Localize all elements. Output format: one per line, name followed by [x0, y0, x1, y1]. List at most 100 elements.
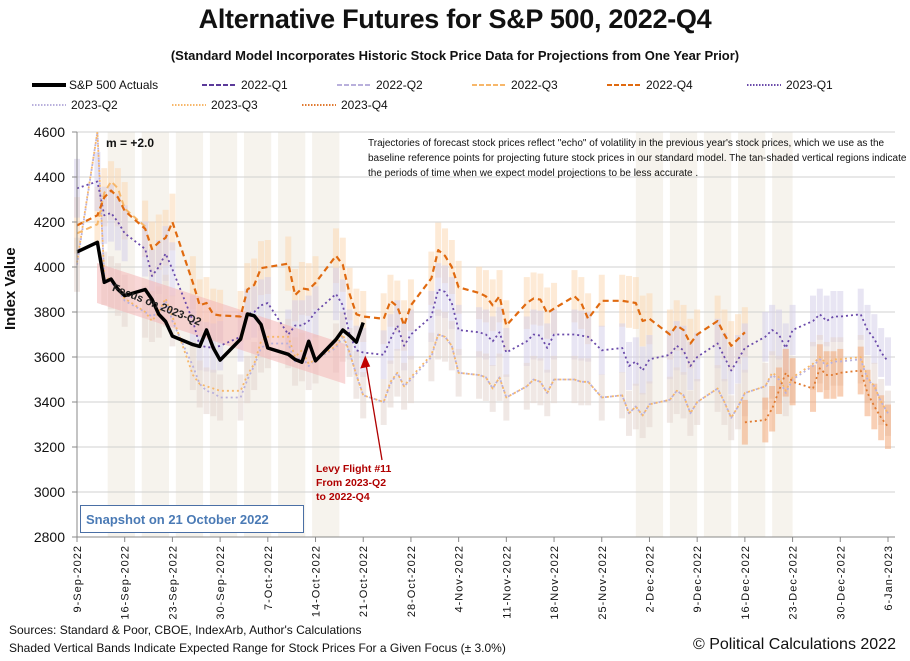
- range-bar: [578, 277, 585, 329]
- legend-label: 2022-Q1: [241, 78, 288, 92]
- range-bar: [142, 221, 149, 277]
- range-bar: [292, 268, 299, 322]
- legend-item: 2022-Q4: [605, 77, 693, 93]
- range-bar: [871, 314, 878, 364]
- legend-item: 2023-Q3: [170, 97, 258, 113]
- range-bar: [387, 274, 394, 327]
- x-tick-label: 21-Oct-2022: [358, 545, 370, 617]
- range-bar: [360, 290, 367, 343]
- range-bar: [775, 367, 782, 415]
- legend-swatch-icon: [172, 104, 206, 106]
- y-tick-label: 3400: [34, 394, 65, 410]
- legend-swatch-icon: [337, 84, 371, 86]
- range-bar: [339, 279, 346, 332]
- y-tick-label: 3000: [34, 484, 65, 500]
- range-bar: [837, 348, 844, 397]
- chart-title: Alternative Futures for S&P 500, 2022-Q4: [198, 4, 712, 34]
- legend-label: 2022-Q4: [646, 78, 693, 92]
- arrow-shaft: [365, 365, 383, 461]
- y-axis-label: Index Value: [2, 247, 19, 330]
- x-tick-label: 9-Sep-2022: [72, 545, 84, 613]
- range-bar: [578, 310, 585, 361]
- uncertain-band-1: [772, 132, 793, 537]
- range-bar: [666, 330, 673, 380]
- x-tick-label: 7-Oct-2022: [263, 545, 275, 610]
- range-bar: [619, 274, 626, 327]
- range-bar: [244, 355, 251, 404]
- legend-swatch-icon: [32, 83, 66, 87]
- range-bar: [380, 330, 387, 380]
- range-bar: [775, 309, 782, 360]
- range-bar: [503, 328, 510, 377]
- range-bar: [155, 240, 162, 294]
- legend-item: 2023-Q1: [745, 77, 833, 93]
- range-bar: [782, 348, 789, 397]
- legend-label: 2023-Q1: [786, 78, 833, 92]
- range-bar: [258, 279, 265, 332]
- series-line-2023-q2: [76, 131, 889, 419]
- x-tick-label: 23-Sep-2022: [167, 545, 179, 620]
- arrow-head: [360, 355, 371, 369]
- legend-item: S&P 500 Actuals: [30, 77, 158, 93]
- range-bar: [169, 193, 176, 251]
- y-tick-label: 3600: [34, 349, 65, 365]
- range-bar: [646, 293, 653, 345]
- range-bar: [217, 374, 224, 421]
- range-bar: [878, 395, 885, 441]
- sources-note: Sources: Standard & Poor, CBOE, IndexArb…: [9, 623, 362, 637]
- range-bar: [360, 372, 367, 419]
- x-tick-label: 9-Dec-2022: [692, 545, 704, 612]
- levy-flight-arrow: [360, 355, 383, 461]
- chart-subtitle: (Standard Model Incorporates Historic St…: [170, 48, 740, 63]
- axes: [72, 131, 895, 542]
- range-bar: [346, 328, 353, 377]
- x-tick-label: 23-Dec-2022: [788, 545, 800, 620]
- range-bar: [830, 351, 837, 399]
- x-tick-label: 16-Sep-2022: [120, 545, 132, 620]
- x-tick-label: 2-Dec-2022: [644, 545, 656, 612]
- legend-item: 2023-Q4: [300, 97, 388, 113]
- levy-line-3: to 2022-Q4: [316, 491, 370, 503]
- range-bar: [578, 358, 585, 406]
- x-tick-label: 14-Oct-2022: [311, 545, 323, 617]
- y-tick-label: 3200: [34, 439, 65, 455]
- range-bar: [884, 337, 891, 386]
- legend-swatch-icon: [202, 84, 236, 86]
- series-line-2023-q4: [744, 367, 889, 428]
- y-tick-label: 4000: [34, 259, 65, 275]
- y-tick-label: 4400: [34, 169, 65, 185]
- legend-label: 2022-Q3: [511, 78, 558, 92]
- bands-note: Shaded Vertical Bands Indicate Expected …: [9, 641, 506, 655]
- legend-label: 2023-Q3: [211, 98, 258, 112]
- range-bar: [680, 325, 687, 375]
- range-bar: [203, 367, 210, 415]
- chart-note: Trajectories of forecast stock prices re…: [368, 138, 907, 179]
- levy-line-2: From 2023-Q2: [316, 477, 387, 489]
- x-tick-label: 4-Nov-2022: [454, 545, 466, 612]
- range-bar: [857, 288, 864, 340]
- x-tick-label: 28-Oct-2022: [406, 545, 418, 617]
- range-bar: [810, 365, 817, 412]
- range-bar: [394, 300, 401, 351]
- y-tick-label: 4200: [34, 214, 65, 230]
- levy-line-1: Levy Flight #11: [316, 463, 392, 475]
- x-tick-label: 30-Sep-2022: [215, 545, 227, 620]
- tick-labels: 2800 3000 3200 3400 3600 3800 4000 4200 4400 4600…: [34, 124, 895, 620]
- range-bar: [789, 358, 796, 406]
- range-bar: [544, 287, 551, 339]
- m-value-label: m = +2.0: [106, 136, 155, 150]
- range-bar: [407, 309, 414, 360]
- range-bar: [203, 322, 210, 372]
- legend-item: 2022-Q2: [335, 77, 423, 93]
- range-bar: [237, 374, 244, 421]
- series-line-2022-q3: [76, 180, 146, 235]
- legend-item: 2022-Q3: [470, 77, 558, 93]
- copyright: © Political Calculations 2022: [692, 636, 896, 653]
- range-bar: [312, 286, 319, 338]
- range-bar: [332, 267, 339, 321]
- range-bar: [407, 355, 414, 404]
- range-bar: [571, 270, 578, 323]
- levy-flight-label: Levy Flight #11 From 2023-Q2 to 2022-Q4: [316, 462, 391, 504]
- legend-label: 2022-Q2: [376, 78, 423, 92]
- range-bar: [114, 193, 121, 251]
